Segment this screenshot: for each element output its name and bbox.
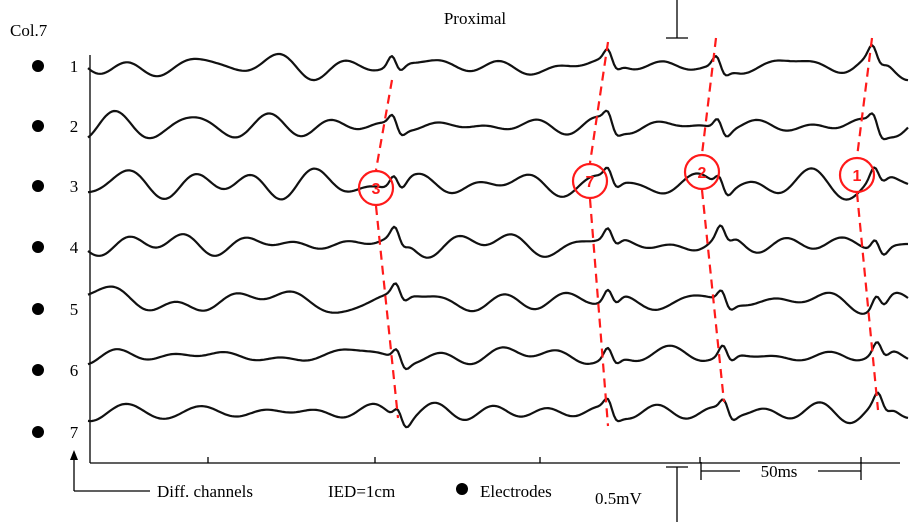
electrode-dot-icon bbox=[32, 426, 44, 438]
wavefront-marker-label: 2 bbox=[698, 165, 707, 182]
propagation-line-1 bbox=[374, 79, 400, 419]
trace-channel-1 bbox=[87, 44, 909, 82]
trace-channel-7 bbox=[87, 391, 909, 429]
column-label: Col.7 bbox=[10, 21, 48, 40]
electrode-column: 1 2 3 4 5 6 7 bbox=[32, 57, 79, 442]
legend-diff-channels: Diff. channels bbox=[157, 482, 253, 501]
trace-channel-4 bbox=[87, 224, 908, 259]
electrode-dot-icon bbox=[32, 60, 44, 72]
x-axis-ticks bbox=[207, 457, 862, 463]
chart-title: Proximal bbox=[444, 9, 507, 28]
wavefront-marker-circle bbox=[571, 162, 609, 200]
channel-label: 5 bbox=[70, 300, 79, 319]
channel-label: 7 bbox=[70, 423, 79, 442]
legend-electrodes: Electrodes bbox=[480, 482, 552, 501]
channel-label: 3 bbox=[70, 177, 79, 196]
channel-traces bbox=[87, 44, 909, 429]
electrode-dot-icon bbox=[32, 120, 44, 132]
wavefront-marker-label: 7 bbox=[586, 174, 595, 191]
channel-label: 2 bbox=[70, 117, 79, 136]
propagation-line-2 bbox=[588, 41, 610, 427]
trace-channel-5 bbox=[87, 282, 909, 315]
propagation-line-3 bbox=[700, 37, 726, 403]
electrode-dot-icon bbox=[32, 364, 44, 376]
trace-channel-6 bbox=[87, 341, 909, 371]
trace-channel-2 bbox=[87, 109, 909, 141]
electrode-dot-icon bbox=[32, 303, 44, 315]
wavefront-markers: 3 7 2 1 bbox=[357, 153, 876, 207]
amplitude-scale-label: 0.5mV bbox=[595, 489, 642, 508]
trace-channel-3 bbox=[87, 166, 909, 201]
channel-label: 4 bbox=[70, 238, 79, 257]
propagation-line-4 bbox=[855, 37, 880, 411]
time-scale-label: 50ms bbox=[761, 462, 798, 481]
electrode-dot-icon bbox=[32, 241, 44, 253]
wavefront-marker-label: 1 bbox=[853, 168, 862, 185]
propagation-lines bbox=[374, 37, 880, 427]
legend-electrode-dot-icon bbox=[456, 483, 468, 495]
electrode-dot-icon bbox=[32, 180, 44, 192]
legend-ied: IED=1cm bbox=[328, 482, 395, 501]
wavefront-marker-circle bbox=[683, 153, 721, 191]
wavefront-marker-circle bbox=[838, 156, 876, 194]
channel-label: 1 bbox=[70, 57, 79, 76]
wavefront-marker-label: 3 bbox=[372, 181, 381, 198]
wavefront-marker-circle bbox=[357, 169, 395, 207]
channel-label: 6 bbox=[70, 361, 79, 380]
diff-channels-arrow-icon bbox=[70, 450, 78, 460]
